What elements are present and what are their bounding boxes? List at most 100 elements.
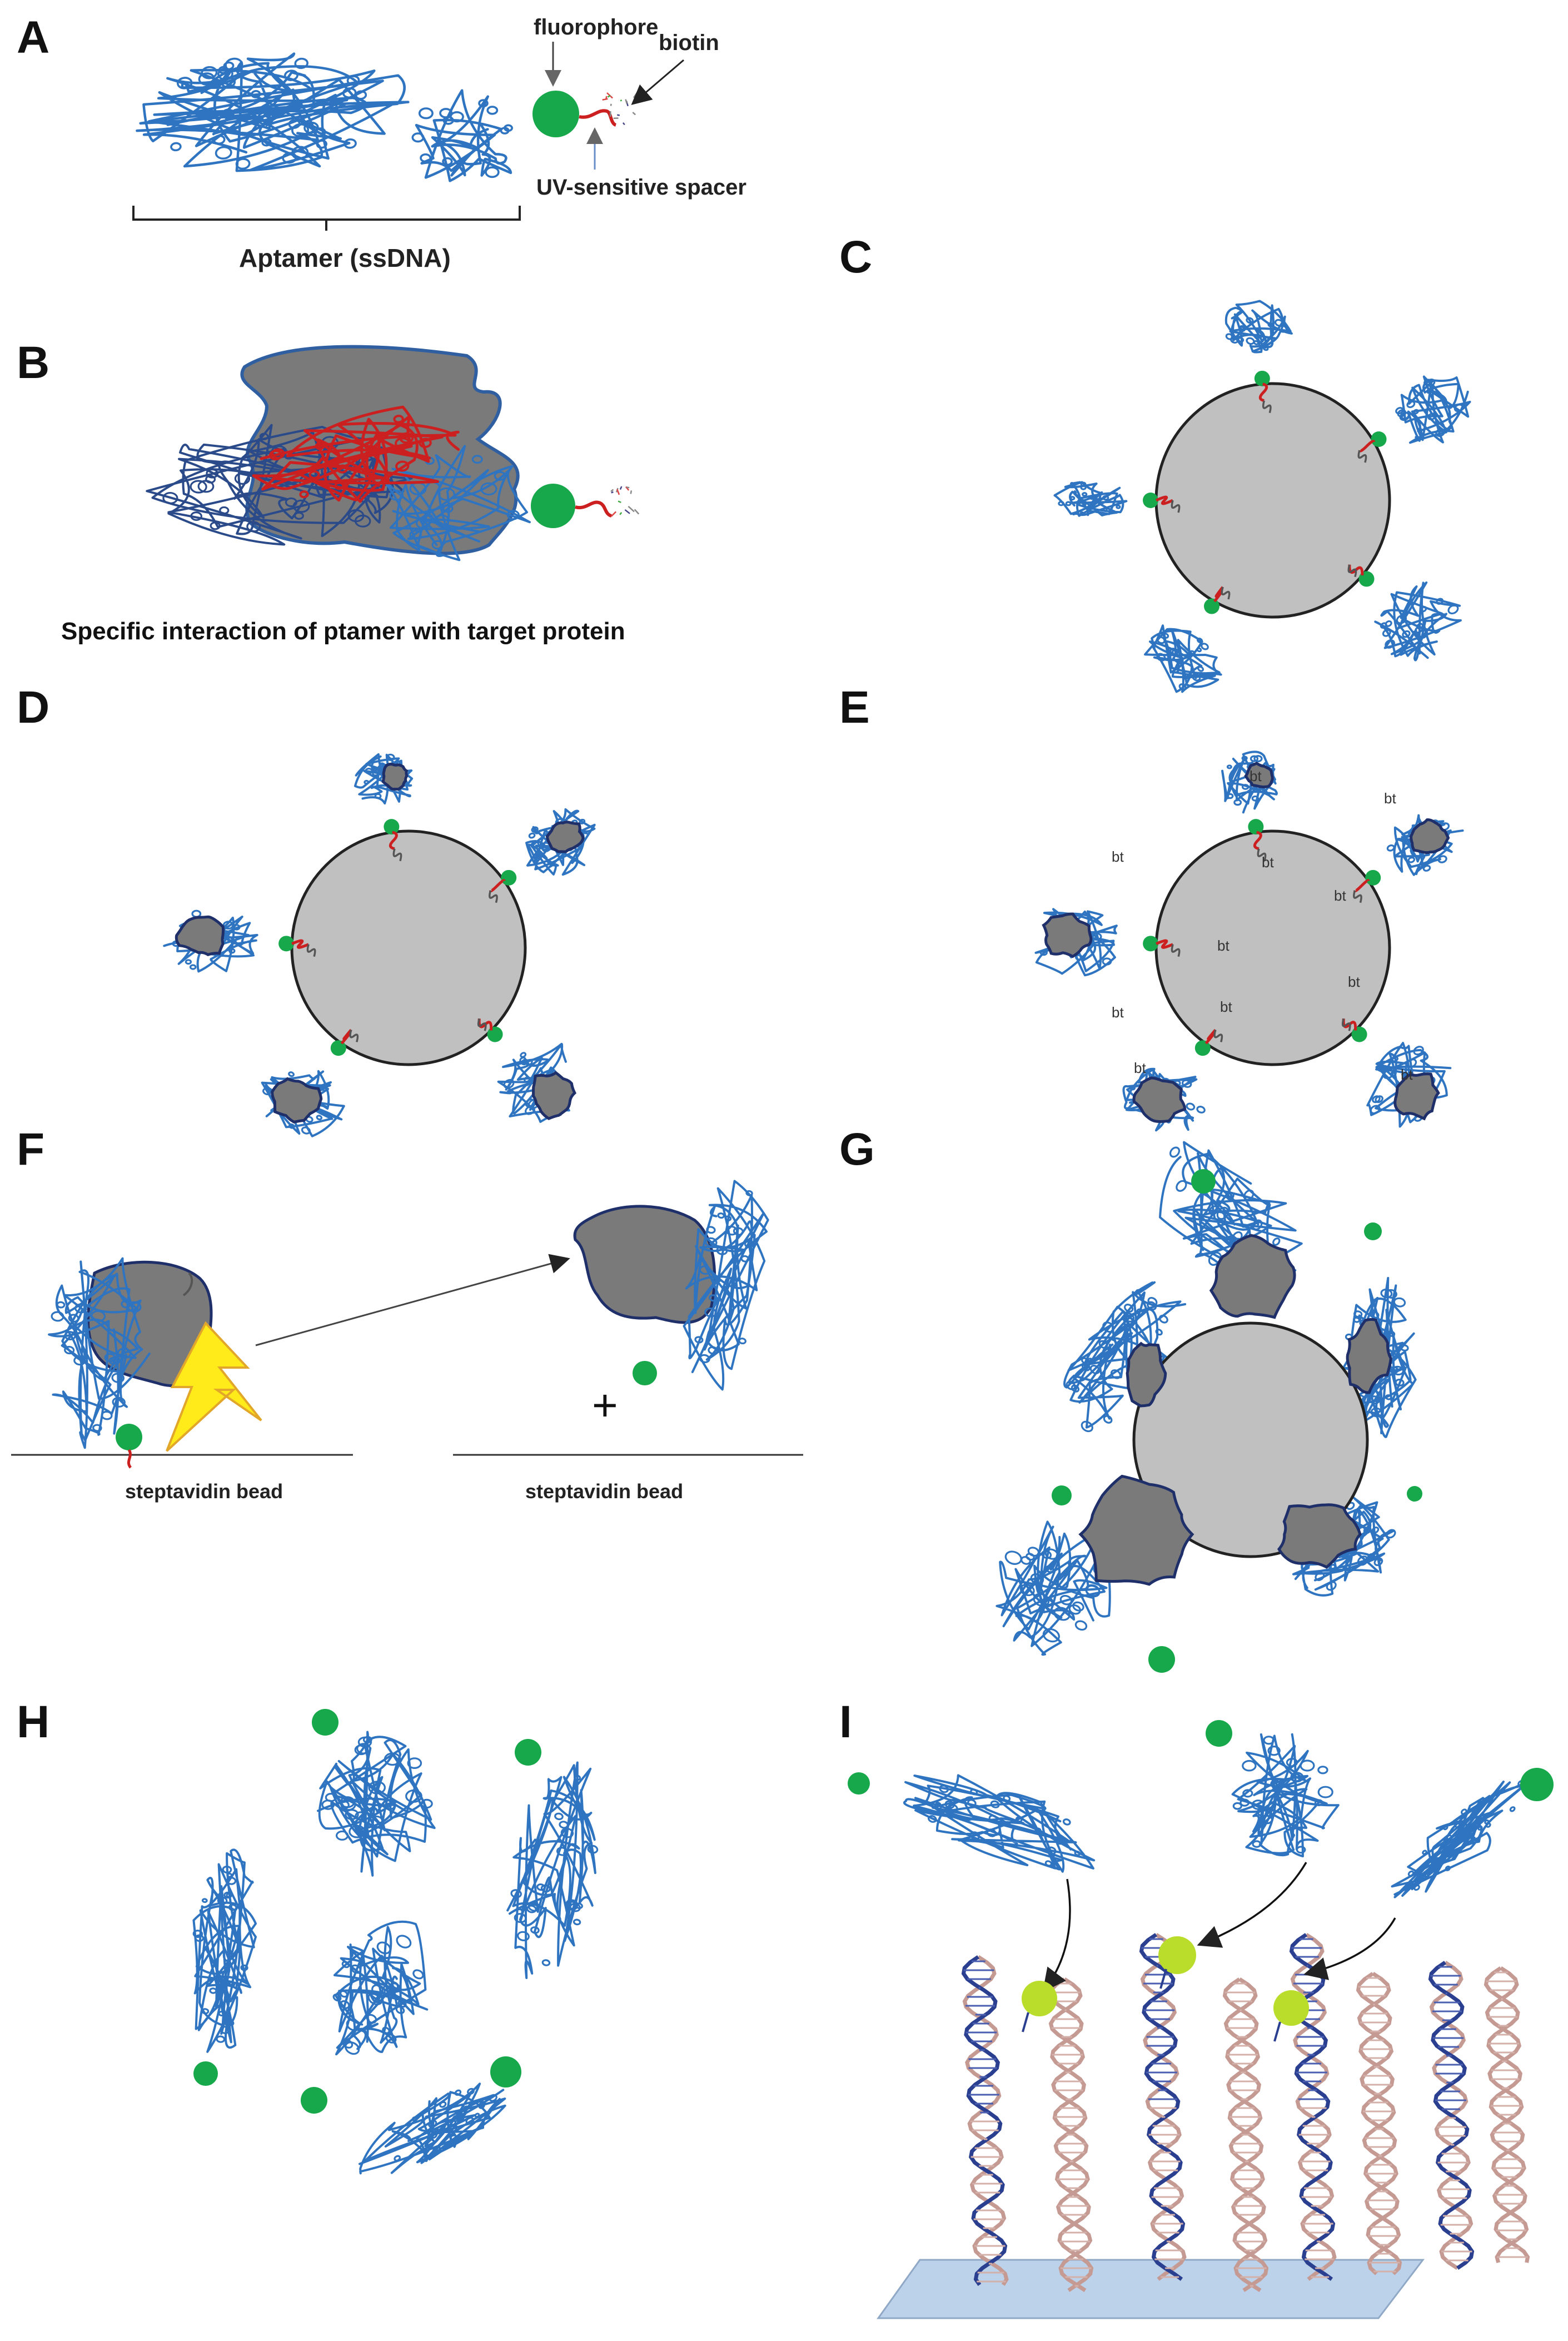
bead-label-left: steptavidin bead (125, 1480, 283, 1503)
panel-g (975, 1125, 1432, 1673)
linker (1161, 1969, 1166, 1989)
fluorophore-icon (1204, 599, 1219, 614)
dna-helix (964, 1957, 1007, 2285)
fluorophore-icon (532, 91, 579, 137)
binding-arrow (1201, 1862, 1306, 1944)
fluorophore-icon (1191, 1169, 1216, 1194)
panel-label-c: C (839, 232, 872, 282)
biotin-tag-label: bt (1334, 887, 1346, 904)
aptamer-strand (347, 2066, 516, 2194)
dna-helix (1431, 1962, 1472, 2268)
plus-sign: + (592, 1380, 618, 1430)
panel-label-i: I (839, 1697, 852, 1747)
fluorophore-icon (487, 1027, 503, 1042)
biotin-icon (603, 92, 638, 125)
biotin-tag-label: bt (1112, 1004, 1124, 1021)
biotin-tag-label: bt (1112, 848, 1124, 865)
panel-c (1055, 292, 1483, 707)
panel-label-a: A (17, 12, 49, 63)
dna-helix (1142, 1935, 1184, 2279)
biotin-tag-label: bt (1250, 768, 1262, 784)
biotin-tag-label: bt (1134, 1060, 1146, 1076)
panel-i (848, 1720, 1554, 2318)
panel-label-f: F (17, 1124, 44, 1175)
fluorophore-icon (1206, 1720, 1232, 1747)
fluorophore-icon (312, 1709, 339, 1736)
fluorophore-icon (1143, 936, 1158, 951)
fluorophore-icon (848, 1772, 870, 1795)
panel-label-b: B (17, 337, 49, 388)
aptamer-strand (412, 91, 512, 181)
aptamer-strand (182, 1847, 263, 2055)
fluorophore-icon (501, 870, 516, 886)
fluorophore-icon (633, 1361, 657, 1385)
panel-label-g: G (839, 1124, 875, 1175)
aptamer-strand (892, 1754, 1109, 1889)
target-protein (383, 764, 407, 789)
fluorophore-icon (1364, 1222, 1382, 1240)
biotin-tag-label: bt (1401, 1066, 1413, 1083)
biotin-tag-label: bt (1262, 854, 1274, 871)
aptamer-label: Aptamer (ssDNA) (239, 243, 451, 272)
target-protein (1044, 914, 1091, 957)
binding-arrow (1045, 1879, 1070, 1989)
fluorophore-icon (1371, 431, 1387, 447)
fluorophore-icon (1255, 371, 1270, 386)
fluorophore-icon (515, 1739, 541, 1766)
dna-helix (1050, 1979, 1092, 2290)
biotin-molecule (611, 486, 639, 516)
biotin-tag-label: bt (1348, 973, 1360, 990)
fluorophore-icon (1148, 1646, 1175, 1673)
fluorophore-icon (490, 2056, 521, 2087)
captured-fluorophore-icon (1158, 1936, 1196, 1974)
captured-fluorophore-icon (1022, 1981, 1057, 2016)
uv-spacer-icon (128, 1450, 131, 1468)
aptamer-strand (131, 41, 512, 185)
aptamer-strand (1055, 482, 1127, 515)
aptamer-bracket (133, 206, 520, 231)
biotin-arrow (634, 60, 684, 103)
biotin-tag-label: bt (1384, 790, 1396, 807)
dna-helix (1358, 1974, 1400, 2274)
biotin-tag-label: bt (1217, 937, 1229, 954)
bead (1156, 384, 1390, 617)
aptamer-strand (131, 41, 414, 185)
fluorophore-icon (193, 2061, 218, 2086)
sensor-surface (878, 2260, 1423, 2318)
fluorophore-icon (1407, 1486, 1422, 1502)
dna-helix (1292, 1935, 1335, 2279)
fluorophore-icon (1520, 1768, 1554, 1801)
panel-b: Specific interaction of ptamer with targ… (61, 347, 639, 645)
aptamer-strand (1135, 617, 1232, 707)
panel-f: steptavidin bead steptavidin bead + (11, 1176, 803, 1503)
fluorophore-icon (384, 819, 399, 834)
panel-b-caption: Specific interaction of ptamer with targ… (61, 618, 625, 645)
aptamer-strand (1218, 292, 1298, 362)
fluorophore-icon (301, 2087, 327, 2114)
linker (1023, 2012, 1028, 2032)
aptamer-strand (298, 1900, 461, 2082)
panel-d (164, 754, 606, 1146)
panel-h (182, 1709, 616, 2194)
release-arrow (256, 1259, 567, 1345)
biotin-icon (611, 486, 639, 516)
target-protein (176, 917, 223, 955)
fluorophore-icon (531, 484, 575, 528)
aptamer-strand (494, 1754, 616, 1987)
dna-helix (1486, 1968, 1528, 2263)
bead-label-right: steptavidin bead (525, 1480, 683, 1503)
fluorophore-icon (1365, 870, 1381, 886)
dna-helix (1225, 1979, 1267, 2290)
biotin-label: biotin (659, 31, 719, 55)
fluorophore-icon (1052, 1485, 1072, 1505)
aptamer-strand (1387, 362, 1483, 455)
aptamer-strand (1233, 1734, 1338, 1856)
fluorophore-icon (1143, 493, 1158, 508)
target-protein (1207, 1230, 1300, 1325)
spacer-label: UV-sensitive spacer (536, 175, 746, 200)
uv-spacer-icon (575, 502, 611, 516)
panel-label-d: D (17, 682, 49, 733)
